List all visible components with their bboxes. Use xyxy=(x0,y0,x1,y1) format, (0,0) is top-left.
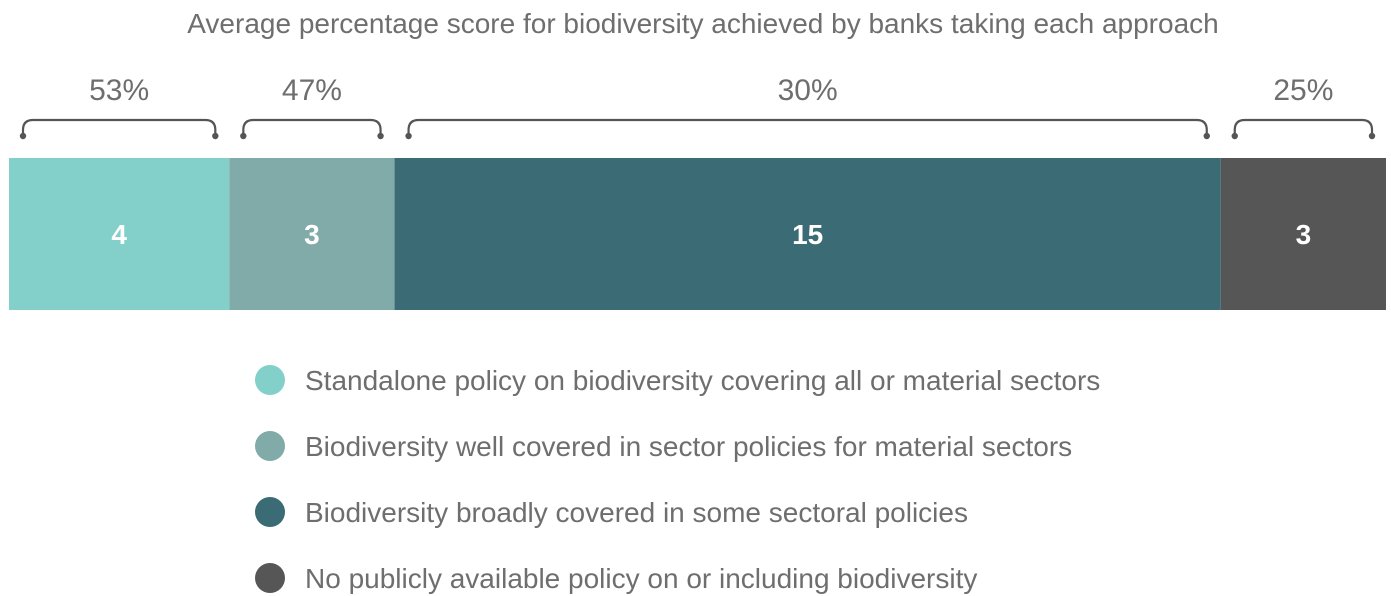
percentage-label-3: 30% xyxy=(778,74,838,107)
legend-label-3: Biodiversity broadly covered in some sec… xyxy=(305,497,968,528)
legend-swatch-1 xyxy=(255,365,285,395)
percentage-braces xyxy=(19,118,1376,140)
bar-segment-value-1: 4 xyxy=(111,219,127,250)
bar-segment-2 xyxy=(229,158,395,310)
brace-end-dot xyxy=(1203,132,1210,140)
brace-end-dot xyxy=(1368,132,1376,140)
brace-end-dot xyxy=(377,132,384,140)
legend-label-4: No publicly available policy on or inclu… xyxy=(305,563,977,594)
brace-end-dot xyxy=(240,132,247,140)
legend-swatch-3 xyxy=(255,497,285,527)
bar-segment-3 xyxy=(394,158,1221,310)
bar-segment-value-2: 3 xyxy=(304,219,320,250)
bar-segment-1 xyxy=(9,158,230,310)
bar-segment-value-4: 3 xyxy=(1296,219,1312,250)
brace-end-dot xyxy=(212,132,219,140)
brace-4 xyxy=(1233,118,1374,134)
legend-label-2: Biodiversity well covered in sector poli… xyxy=(305,431,1072,462)
legend-label-1: Standalone policy on biodiversity coveri… xyxy=(305,365,1100,396)
bar-segment-value-3: 15 xyxy=(792,219,823,250)
bar-segments xyxy=(9,158,1386,310)
percentage-labels: 53% 47% 30% 25% xyxy=(89,74,1333,107)
percentage-label-2: 47% xyxy=(282,74,342,107)
legend: Standalone policy on biodiversity coveri… xyxy=(255,365,1100,594)
legend-swatch-2 xyxy=(255,431,285,461)
brace-3 xyxy=(407,118,1208,134)
brace-1 xyxy=(21,118,217,134)
percentage-label-1: 53% xyxy=(89,74,149,107)
bar-segment-4 xyxy=(1220,158,1386,310)
legend-swatch-4 xyxy=(255,563,285,593)
bar-segment-labels: 4 3 15 3 xyxy=(111,219,1311,250)
brace-end-dot xyxy=(1231,132,1238,140)
percentage-label-4: 25% xyxy=(1273,74,1333,107)
brace-end-dot xyxy=(19,132,27,140)
brace-2 xyxy=(242,118,382,134)
chart-title: Average percentage score for biodiversit… xyxy=(187,8,1218,39)
brace-end-dot xyxy=(405,132,412,140)
